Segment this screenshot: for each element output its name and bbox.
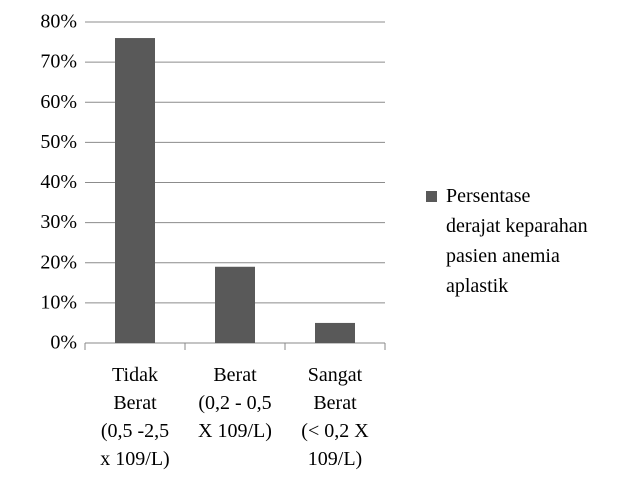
legend-label: Persentase derajat keparahan pasien anemia… (446, 185, 588, 297)
y-tick-label: 70% (40, 51, 77, 73)
x-tick-label: Sangat Berat (< 0,2 X 109/L) (301, 364, 369, 470)
bar (215, 266, 255, 343)
y-tick-label: 40% (40, 171, 77, 193)
x-tick-label: Berat (0,2 - 0,5 X 109/L) (198, 364, 272, 442)
y-tick-label: 50% (40, 131, 77, 153)
legend-swatch (426, 191, 437, 202)
y-tick-label: 30% (40, 211, 77, 233)
x-tick-label: Tidak Berat (0,5 -2,5 x 109/L) (100, 364, 169, 470)
bar (115, 38, 155, 344)
y-tick-label: 0% (50, 332, 77, 354)
y-tick-label: 20% (40, 251, 77, 273)
y-tick-label: 60% (40, 91, 77, 113)
y-tick-label: 10% (40, 291, 77, 313)
bar (315, 322, 355, 343)
y-tick-label: 80% (40, 11, 77, 33)
